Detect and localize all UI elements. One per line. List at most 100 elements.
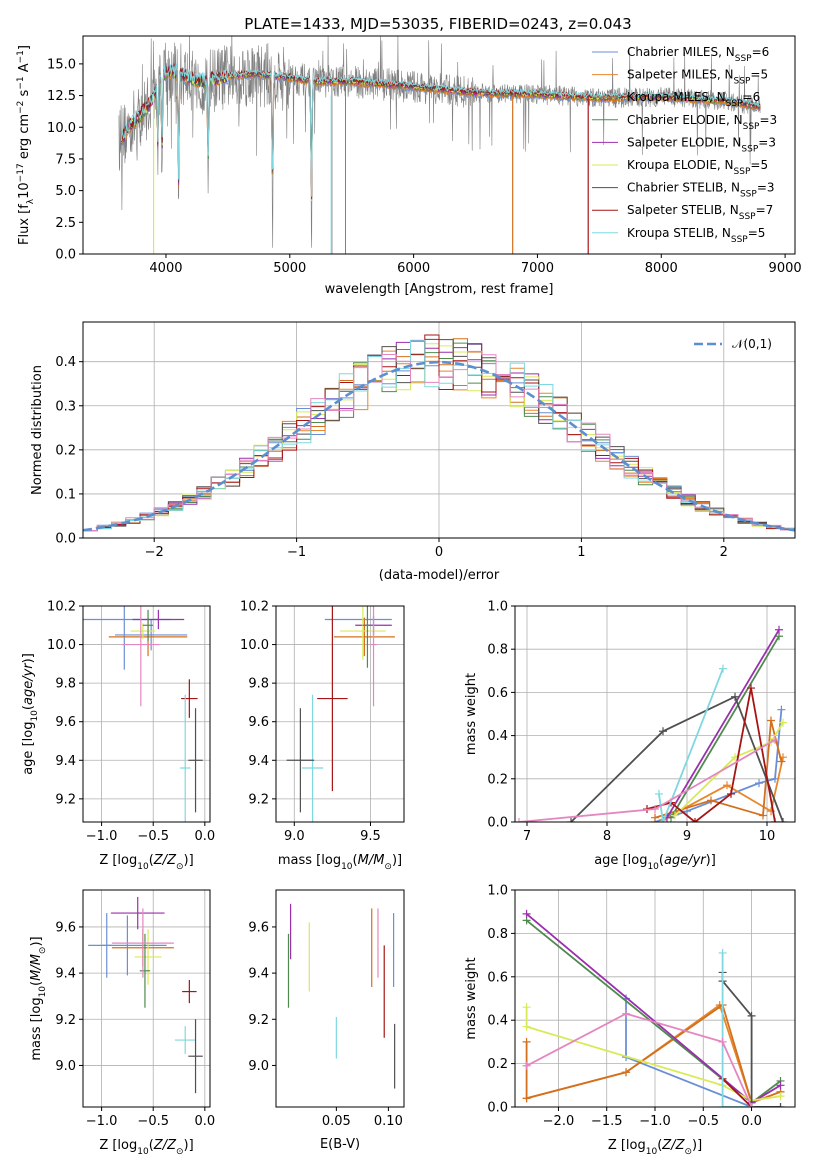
weight-point bbox=[776, 1081, 785, 1090]
y-axis-label: mass weight bbox=[464, 673, 479, 755]
weight-point bbox=[723, 781, 731, 790]
x-tick-label: 1 bbox=[577, 545, 585, 560]
x-tick-label: −0.5 bbox=[137, 829, 169, 844]
weight-point bbox=[522, 909, 531, 918]
weight-point bbox=[522, 1037, 531, 1046]
legend-label: Salpeter MILES, NSSP=5 bbox=[627, 68, 768, 87]
weight-point bbox=[651, 805, 659, 814]
axes-overlay: 7 8 9 10 0.0 0.2 0.4 0.6 0.8 1.0 age [log10(age/yr… bbox=[464, 600, 796, 872]
x-tick-label: 4000 bbox=[149, 261, 182, 276]
weight-point bbox=[622, 1009, 631, 1018]
y-tick-label: 9.0 bbox=[55, 1059, 76, 1074]
legend-label: Chabrier STELIB, NSSP=3 bbox=[627, 181, 775, 200]
weight-point bbox=[567, 818, 575, 822]
y-tick-label: 0.2 bbox=[55, 443, 76, 458]
y-tick-label: 0.4 bbox=[487, 729, 508, 744]
weight-line bbox=[721, 952, 752, 1107]
y-axis-label: Flux [fλ10−17 erg cm−2 s−1 A−1] bbox=[16, 45, 36, 245]
x-axis-label: E(B-V) bbox=[320, 1137, 360, 1152]
y-tick-label: 0.3 bbox=[55, 399, 76, 414]
y-tick-label: 0.2 bbox=[487, 1057, 508, 1072]
weight-point bbox=[727, 789, 735, 798]
model-spectrum bbox=[120, 63, 761, 199]
weight-point bbox=[747, 684, 755, 693]
figure-title: PLATE=1433, MJD=53035, FIBERID=0243, z=0… bbox=[244, 15, 631, 33]
y-tick-label: 9.8 bbox=[55, 677, 76, 692]
weight-point bbox=[759, 811, 767, 820]
weight-point bbox=[777, 757, 786, 766]
y-tick-label: 9.6 bbox=[55, 715, 76, 730]
legend-label: Kroupa MILES, NSSP=6 bbox=[627, 90, 760, 109]
x-tick-label: −2.0 bbox=[543, 1114, 575, 1129]
x-tick-label: −1.5 bbox=[591, 1114, 623, 1129]
y-tick-label: 9.8 bbox=[248, 677, 269, 692]
y-tick-label: 0.8 bbox=[487, 927, 508, 942]
x-axis-label: wavelength [Angstrom, rest frame] bbox=[325, 282, 554, 297]
weight-point bbox=[691, 818, 699, 822]
y-tick-label: 0.6 bbox=[487, 970, 508, 985]
weight-point bbox=[771, 818, 779, 822]
y-tick-label: 0.6 bbox=[487, 686, 508, 701]
weight-line bbox=[625, 998, 781, 1107]
y-tick-label: 9.2 bbox=[55, 1013, 76, 1028]
axes-frame bbox=[275, 605, 405, 823]
weight-point bbox=[522, 1094, 531, 1103]
y-tick-label: 9.4 bbox=[55, 967, 76, 982]
axis-label: mass [log10(M/M⊙)] bbox=[29, 936, 48, 1060]
hist-step bbox=[83, 350, 795, 531]
y-tick-label: 0.0 bbox=[55, 248, 76, 263]
x-tick-label: −1.0 bbox=[639, 1114, 671, 1129]
plot-area bbox=[118, 36, 761, 254]
x-tick-label: 0.0 bbox=[194, 829, 215, 844]
panel-spectrum: 4000 5000 6000 7000 8000 9000 0.0 2.5 5.0 7.5 10.0… bbox=[16, 35, 802, 297]
x-tick-label: 0.0 bbox=[194, 1114, 215, 1129]
weight-line bbox=[570, 695, 784, 822]
x-tick-label: 8000 bbox=[645, 261, 678, 276]
weight-line bbox=[674, 722, 784, 817]
plot-area bbox=[287, 903, 396, 1089]
weight-line bbox=[662, 757, 784, 821]
y-tick-label: 7.5 bbox=[55, 152, 76, 167]
model-spectrum bbox=[120, 62, 761, 200]
axes-frame bbox=[82, 35, 796, 255]
y-tick-label: 9.6 bbox=[55, 920, 76, 935]
x-tick-label: 8 bbox=[603, 829, 611, 844]
y-tick-label: 9.4 bbox=[248, 967, 269, 982]
y-tick-label: 15.0 bbox=[47, 57, 76, 72]
plot-area bbox=[88, 896, 203, 1094]
x-tick-label: 7 bbox=[523, 829, 531, 844]
weight-point bbox=[655, 789, 663, 798]
axes-overlay: −1.0 −0.5 0.0 9.2 9.4 9.6 9.8 10.0 10.2 Z [log10(… bbox=[21, 600, 215, 873]
x-tick-label: −1.0 bbox=[86, 829, 118, 844]
hist-step bbox=[83, 339, 795, 531]
axes-overlay: −2 −1 0 1 2 0.0 0.1 0.2 0.3 0.4 𝒩(0,1) (data-model)… bbox=[30, 321, 796, 583]
y-tick-label: 0.4 bbox=[55, 355, 76, 370]
y-tick-label: 9.6 bbox=[248, 715, 269, 730]
weight-point bbox=[707, 796, 715, 805]
x-tick-label: −1.0 bbox=[86, 1114, 118, 1129]
axes-overlay: 0.05 0.10 9.0 9.2 9.4 9.6 E(B-V) bbox=[248, 889, 405, 1152]
axes-frame bbox=[275, 889, 405, 1108]
weight-point bbox=[779, 718, 787, 727]
weight-point bbox=[775, 625, 783, 634]
panel-age-vs-Z: −1.0 −0.5 0.0 9.2 9.4 9.6 9.8 10.0 10.2 Z [log10(… bbox=[21, 600, 215, 873]
y-tick-label: 5.0 bbox=[55, 184, 76, 199]
weight-point bbox=[731, 692, 739, 701]
weight-point bbox=[659, 727, 667, 736]
weight-line bbox=[658, 668, 724, 822]
weight-line bbox=[670, 635, 780, 819]
y-tick-label: 1.0 bbox=[487, 884, 508, 899]
y-tick-label: 10.0 bbox=[47, 638, 76, 653]
axes-overlay: 4000 5000 6000 7000 8000 9000 0.0 2.5 5.0 7.5 10.0… bbox=[16, 35, 802, 297]
axes-overlay: −2.0 −1.5 −1.0 −0.5 0.0 0.0 0.2 0.4 0.6 0.8 1.0 Z [… bbox=[464, 884, 796, 1157]
y-tick-label: 12.5 bbox=[47, 89, 76, 104]
legend-label: Salpeter ELODIE, NSSP=3 bbox=[627, 135, 776, 154]
panel-mass-vs-Z: −1.0 −0.5 0.0 9.0 9.2 9.4 9.6 Z [log10(Z/Z⊙)] ma… bbox=[29, 889, 215, 1157]
y-tick-label: 10.2 bbox=[240, 600, 269, 615]
y-tick-label: 10.0 bbox=[47, 121, 76, 136]
y-tick-label: 10.0 bbox=[240, 638, 269, 653]
y-tick-label: 0.0 bbox=[487, 1101, 508, 1116]
y-tick-label: 10.2 bbox=[47, 600, 76, 615]
legend-label: Kroupa ELODIE, NSSP=5 bbox=[627, 158, 768, 177]
